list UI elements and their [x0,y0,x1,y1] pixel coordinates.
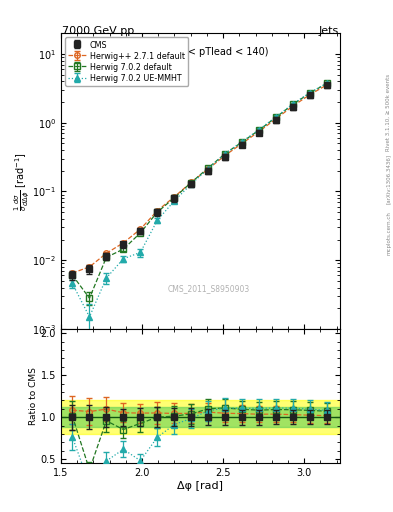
Bar [61,400,340,434]
Text: Rivet 3.1.10, ≥ 500k events: Rivet 3.1.10, ≥ 500k events [386,74,391,151]
Text: Δφ(jj) (110 < pTlead < 140): Δφ(jj) (110 < pTlead < 140) [133,47,268,57]
Text: Jets: Jets [318,26,339,36]
Bar [61,407,340,427]
Y-axis label: $\frac{1}{\sigma}\frac{d\sigma}{d\Delta\phi}$ [rad$^{-1}$]: $\frac{1}{\sigma}\frac{d\sigma}{d\Delta\… [12,152,31,210]
Text: CMS_2011_S8950903: CMS_2011_S8950903 [168,285,250,293]
Y-axis label: Ratio to CMS: Ratio to CMS [29,367,38,425]
Text: 7000 GeV pp: 7000 GeV pp [62,26,134,36]
Text: [arXiv:1306.3436]: [arXiv:1306.3436] [386,154,391,204]
Legend: CMS, Herwig++ 2.7.1 default, Herwig 7.0.2 default, Herwig 7.0.2 UE-MMHT: CMS, Herwig++ 2.7.1 default, Herwig 7.0.… [65,37,188,86]
Text: mcplots.cern.ch: mcplots.cern.ch [386,211,391,255]
X-axis label: Δφ [rad]: Δφ [rad] [177,481,224,491]
